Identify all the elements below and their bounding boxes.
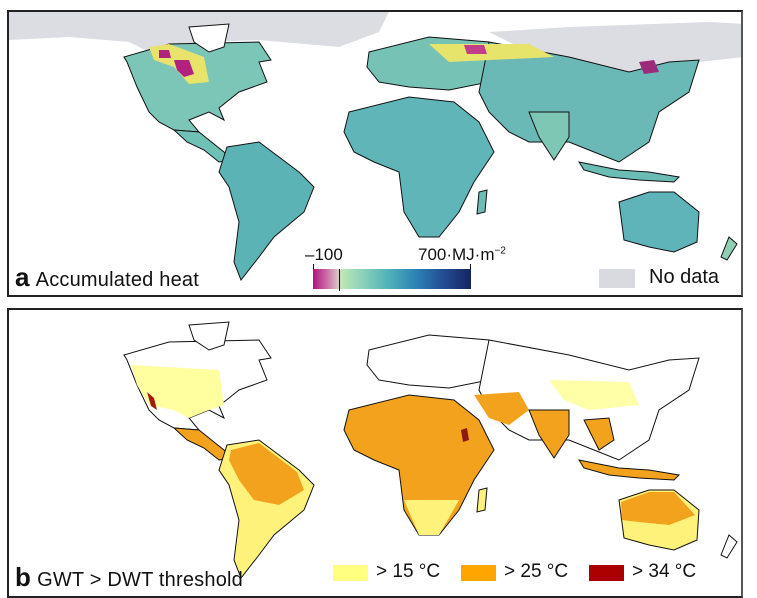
colorbar-tick-zero <box>339 269 340 291</box>
new-zealand-outline <box>720 534 738 559</box>
australia-gt25 <box>621 492 695 525</box>
europe-outline <box>366 334 490 389</box>
legend-swatch-gt34 <box>589 565 624 581</box>
panel-a-letter: a <box>15 262 30 292</box>
panel-a-title: Accumulated heat <box>35 269 199 291</box>
legend-swatch-gt15 <box>333 565 368 581</box>
horn-africa-gt34 <box>461 428 469 442</box>
africa <box>343 96 495 238</box>
india-gt25 <box>528 409 570 459</box>
no-data-label: No data <box>649 266 720 288</box>
legend-label-gt15: > 15 °C <box>376 561 441 582</box>
panel-b-gwt-threshold-map: b GWT > DWT threshold > 15 °C > 25 °C > 3… <box>7 308 743 598</box>
panel-b-label: b GWT > DWT threshold <box>15 562 243 593</box>
china-hotspot <box>639 60 659 74</box>
colorbar-unit-superscript: −2 <box>494 245 506 257</box>
legend-label-gt25: > 25 °C <box>504 561 569 582</box>
south-america-gt25 <box>229 443 304 505</box>
southeast-asia-gt25 <box>583 417 615 451</box>
greenland <box>188 23 230 53</box>
southern-africa-gt15 <box>404 500 459 535</box>
panel-a-accumulated-heat-map: a Accumulated heat –100 700·MJ·m−2 No dat… <box>7 10 743 297</box>
middle-east-gt25 <box>474 392 529 425</box>
india <box>528 111 570 161</box>
south-america <box>218 141 315 281</box>
world-map-gwt-threshold <box>123 321 738 579</box>
panel-b-letter: b <box>15 562 32 592</box>
legend-swatch-gt25 <box>461 565 496 581</box>
indonesia <box>577 161 681 183</box>
panel-b-title: GWT > DWT threshold <box>37 569 243 591</box>
central-america <box>172 129 232 163</box>
australia <box>618 191 700 253</box>
colorbar-min-label: –100 <box>305 245 343 264</box>
panel-a-label: a Accumulated heat <box>15 262 199 293</box>
eurasia-hotspot-core <box>464 45 487 54</box>
legend-label-gt34: > 34 °C <box>632 561 697 582</box>
colorbar-max-value: 700·MJ·m <box>418 245 495 264</box>
world-map-accumulated-heat <box>9 12 741 281</box>
greenland-outline <box>188 321 230 351</box>
north-america <box>123 41 272 133</box>
colorbar-accumulated-heat <box>313 269 471 289</box>
new-zealand <box>720 236 738 261</box>
eurasia-hotspot-band <box>429 44 554 62</box>
madagascar <box>476 189 488 215</box>
china-gt15 <box>549 380 639 410</box>
na-hotspot-core <box>159 50 194 77</box>
no-data-swatch <box>599 269 635 288</box>
mexico-gt34 <box>147 392 157 410</box>
indonesia-gt25 <box>577 459 681 481</box>
colorbar-max-label: 700·MJ·m−2 <box>418 245 506 265</box>
madagascar-gt15 <box>476 487 488 513</box>
central-america-gt25 <box>172 427 232 461</box>
colorbar-tick-max <box>470 264 471 269</box>
colorbar-tick-min <box>313 264 314 269</box>
